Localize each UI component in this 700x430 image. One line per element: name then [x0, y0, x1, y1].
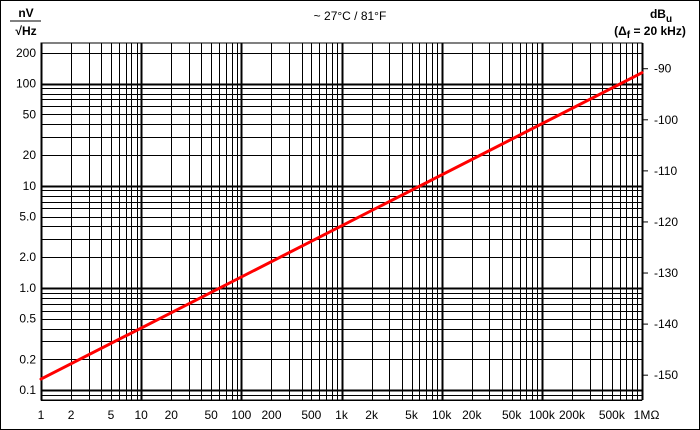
x-tick-label: 1M [634, 408, 651, 422]
x-tick-label: 2k [365, 408, 379, 422]
x-tick-label: 200 [261, 408, 281, 422]
y2-tick-label: -150 [654, 368, 678, 382]
x-tick-label: 50k [502, 408, 522, 422]
y2-axis-unit: dBu [650, 7, 672, 25]
x-tick-label: 100 [231, 408, 251, 422]
x-tick-label: 10 [134, 408, 148, 422]
y-tick-label: 5.0 [19, 210, 36, 224]
x-tick-label: 1 [38, 408, 45, 422]
y2-tick-label: -100 [654, 113, 678, 127]
y2-tick-label: -90 [654, 62, 672, 76]
x-axis-unit: Ω [651, 408, 660, 422]
chart-title: ~ 27°C / 81°F [314, 9, 387, 23]
y-tick-label: 10 [23, 179, 37, 193]
y2-tick-label: -110 [654, 164, 677, 178]
y-tick-label: 200 [16, 46, 36, 60]
y-tick-label: 1.0 [19, 281, 36, 295]
y-tick-label: 0.1 [19, 383, 36, 397]
x-tick-label: 100k [529, 408, 556, 422]
x-tick-label: 5 [108, 408, 115, 422]
y2-tick-label: -120 [654, 215, 678, 229]
y-axis-unit-denominator: √Hz [15, 24, 36, 38]
y-tick-label: 100 [16, 77, 36, 91]
x-tick-label: 20k [462, 408, 482, 422]
y-tick-label: 0.5 [19, 312, 36, 326]
x-tick-label: 50 [205, 408, 219, 422]
y-axis-unit-numerator: nV [18, 6, 33, 20]
x-tick-label: 2 [68, 408, 75, 422]
y2-tick-label: -140 [654, 317, 678, 331]
y2-axis-unit-note: (Δf = 20 kHz) [614, 24, 686, 41]
y-tick-label: 0.2 [19, 352, 36, 366]
x-tick-label: 10k [432, 408, 452, 422]
y-tick-label: 20 [23, 148, 37, 162]
x-tick-label: 20 [165, 408, 179, 422]
x-tick-label: 200k [559, 408, 586, 422]
x-tick-label: 500k [599, 408, 626, 422]
noise-series-line [39, 71, 644, 381]
x-tick-label: 5k [405, 408, 419, 422]
y2-tick-label: -130 [654, 266, 678, 280]
x-tick-label: 500 [301, 408, 321, 422]
y-tick-label: 50 [23, 107, 37, 121]
y-tick-label: 2.0 [19, 250, 36, 264]
x-tick-label: 1k [335, 408, 349, 422]
